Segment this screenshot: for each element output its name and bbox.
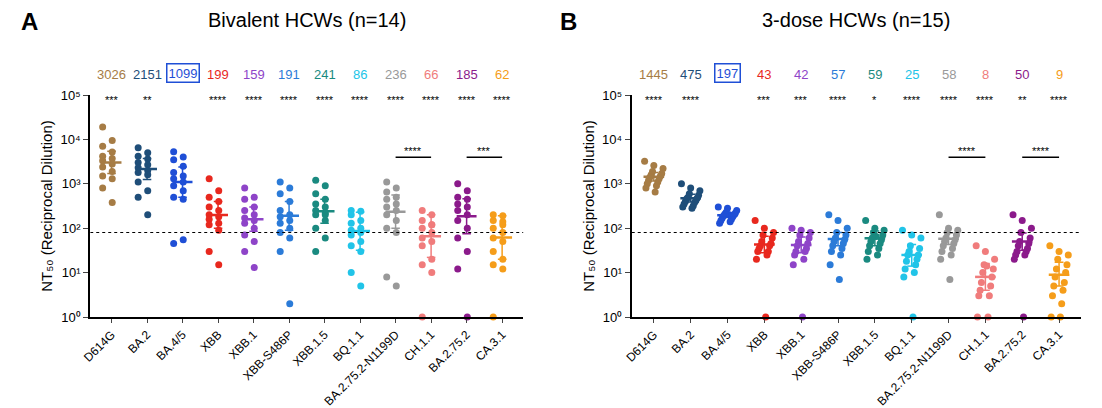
svg-text:1445: 1445 — [639, 67, 668, 82]
svg-text:CH.1.1: CH.1.1 — [401, 328, 438, 365]
svg-text:****: **** — [976, 94, 994, 106]
svg-text:****: **** — [829, 94, 847, 106]
svg-text:BA.2.75.2-N1199D: BA.2.75.2-N1199D — [321, 328, 402, 408]
svg-text:****: **** — [280, 94, 298, 106]
svg-text:57: 57 — [831, 67, 845, 82]
svg-text:10⁵: 10⁵ — [61, 88, 81, 103]
svg-text:BA.2.75.2: BA.2.75.2 — [981, 328, 1028, 375]
svg-text:10⁴: 10⁴ — [61, 132, 81, 147]
svg-text:XBB: XBB — [198, 328, 225, 355]
svg-text:**: ** — [1018, 94, 1027, 106]
svg-text:XBB.1.5: XBB.1.5 — [290, 328, 331, 369]
svg-text:****: **** — [209, 94, 227, 106]
svg-text:XBB.1: XBB.1 — [774, 328, 808, 362]
svg-text:62: 62 — [495, 67, 509, 82]
svg-text:241: 241 — [314, 67, 336, 82]
svg-text:****: **** — [1032, 145, 1050, 157]
svg-text:58: 58 — [942, 67, 956, 82]
svg-text:***: *** — [105, 94, 119, 106]
svg-text:236: 236 — [385, 67, 407, 82]
svg-text:3-dose HCWs (n=15): 3-dose HCWs (n=15) — [762, 9, 950, 31]
svg-text:****: **** — [422, 94, 440, 106]
svg-text:191: 191 — [278, 67, 300, 82]
svg-text:10¹: 10¹ — [603, 265, 622, 280]
svg-text:10²: 10² — [62, 221, 81, 236]
svg-text:****: **** — [458, 94, 476, 106]
svg-text:****: **** — [387, 94, 405, 106]
svg-text:****: **** — [245, 94, 263, 106]
svg-text:CA.3.1: CA.3.1 — [473, 328, 509, 364]
svg-text:XBB.1.5: XBB.1.5 — [840, 328, 881, 369]
svg-text:BQ.1.1: BQ.1.1 — [330, 328, 367, 365]
svg-text:10⁰: 10⁰ — [61, 310, 80, 325]
svg-text:D614G: D614G — [623, 328, 660, 365]
svg-text:BA.2.75.2-N1199D: BA.2.75.2-N1199D — [874, 328, 955, 408]
svg-text:43: 43 — [757, 67, 771, 82]
svg-text:****: **** — [682, 94, 700, 106]
svg-text:10⁴: 10⁴ — [602, 132, 622, 147]
svg-text:NT₅₀ (Reciprocal Dilution): NT₅₀ (Reciprocal Dilution) — [38, 120, 55, 291]
svg-text:*: * — [872, 94, 877, 106]
svg-text:****: **** — [958, 145, 976, 157]
svg-text:***: *** — [757, 94, 771, 106]
svg-text:****: **** — [940, 94, 958, 106]
svg-text:10⁵: 10⁵ — [602, 88, 622, 103]
svg-text:10³: 10³ — [62, 176, 81, 191]
svg-text:10²: 10² — [603, 221, 622, 236]
svg-text:86: 86 — [353, 67, 367, 82]
svg-text:197: 197 — [717, 66, 739, 81]
svg-text:475: 475 — [680, 67, 702, 82]
svg-text:****: **** — [404, 145, 422, 157]
svg-text:****: **** — [493, 94, 511, 106]
svg-text:BA.2.75.2: BA.2.75.2 — [426, 328, 473, 375]
svg-text:Bivalent HCWs (n=14): Bivalent HCWs (n=14) — [208, 9, 406, 31]
svg-text:BA.4/5: BA.4/5 — [154, 328, 190, 364]
svg-text:185: 185 — [456, 67, 478, 82]
svg-text:3026: 3026 — [97, 67, 126, 82]
svg-text:CA.3.1: CA.3.1 — [1030, 328, 1066, 364]
svg-text:****: **** — [316, 94, 334, 106]
svg-text:BA.2: BA.2 — [669, 328, 698, 357]
svg-text:25: 25 — [905, 67, 919, 82]
svg-text:XBB.1: XBB.1 — [226, 328, 260, 362]
svg-text:9: 9 — [1056, 67, 1063, 82]
svg-text:****: **** — [1050, 94, 1068, 106]
svg-text:NT₅₀ (Reciprocal Dilution): NT₅₀ (Reciprocal Dilution) — [580, 120, 597, 291]
svg-text:BA.4/5: BA.4/5 — [698, 328, 734, 364]
svg-text:XBB-S486P: XBB-S486P — [240, 328, 295, 383]
svg-text:2151: 2151 — [133, 67, 162, 82]
svg-text:D614G: D614G — [81, 328, 118, 365]
svg-text:***: *** — [477, 145, 491, 157]
svg-text:B: B — [560, 8, 577, 35]
svg-text:199: 199 — [207, 67, 229, 82]
svg-text:8: 8 — [982, 67, 989, 82]
svg-text:CH.1.1: CH.1.1 — [955, 328, 992, 365]
svg-text:BQ.1.1: BQ.1.1 — [882, 328, 919, 365]
svg-text:**: ** — [143, 94, 152, 106]
svg-text:****: **** — [903, 94, 921, 106]
svg-text:A: A — [21, 8, 38, 35]
svg-text:XBB-S486P: XBB-S486P — [789, 328, 844, 383]
svg-text:BA.2: BA.2 — [125, 328, 154, 357]
svg-text:10³: 10³ — [603, 176, 622, 191]
svg-text:159: 159 — [243, 67, 265, 82]
svg-text:59: 59 — [868, 67, 882, 82]
svg-text:10¹: 10¹ — [62, 265, 81, 280]
svg-text:66: 66 — [424, 67, 438, 82]
svg-text:****: **** — [351, 94, 369, 106]
svg-text:50: 50 — [1015, 67, 1029, 82]
svg-text:42: 42 — [794, 67, 808, 82]
svg-text:****: **** — [645, 94, 663, 106]
svg-text:***: *** — [794, 94, 808, 106]
svg-text:1099: 1099 — [169, 66, 198, 81]
svg-text:10⁰: 10⁰ — [603, 310, 622, 325]
svg-text:XBB: XBB — [744, 328, 771, 355]
